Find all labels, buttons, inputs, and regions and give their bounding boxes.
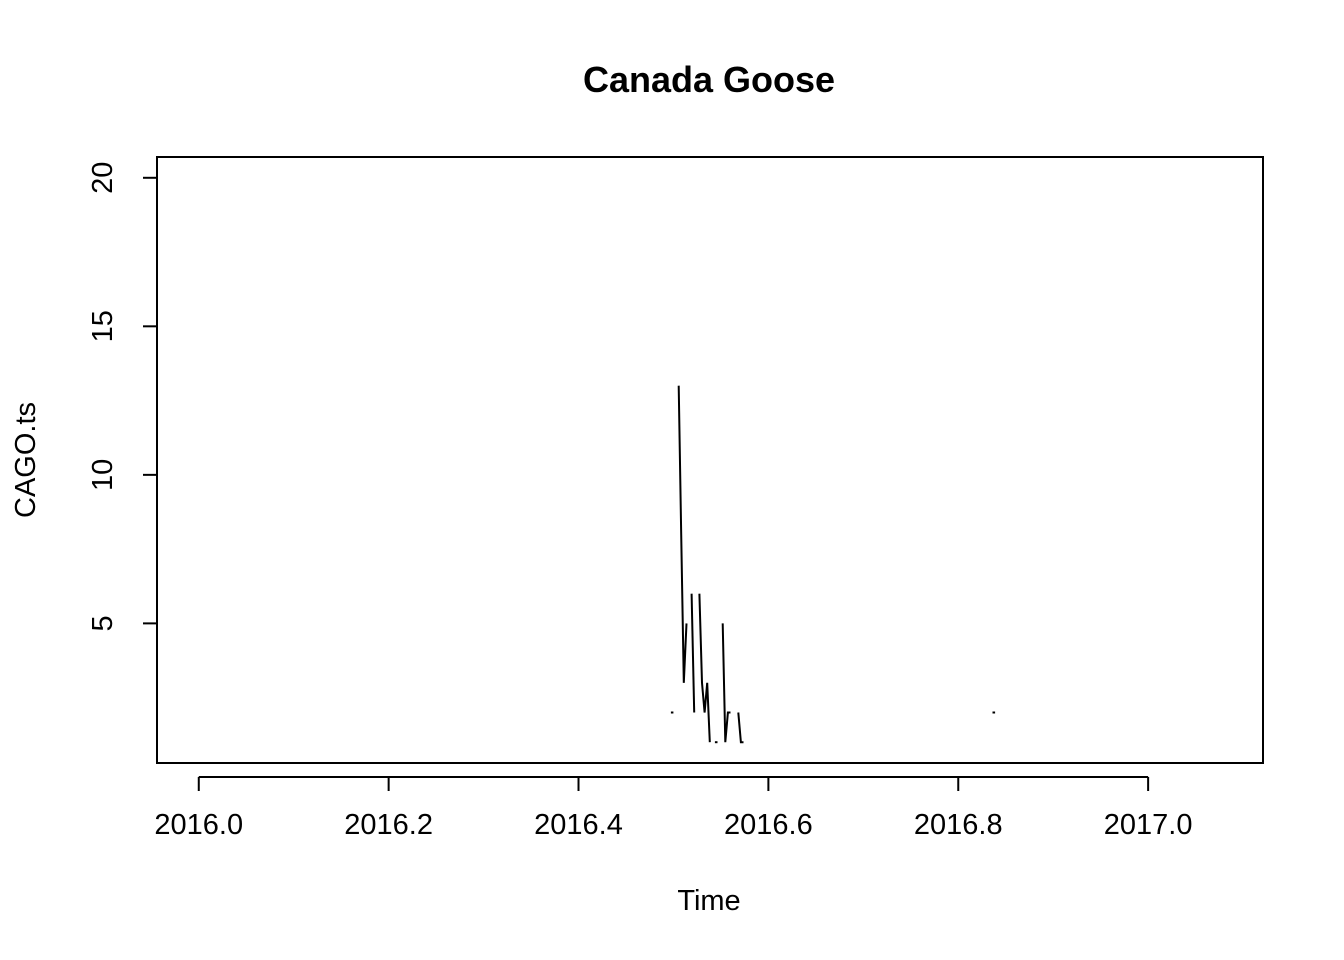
series-segment-4 bbox=[698, 593, 711, 743]
x-tick-label: 2016.4 bbox=[534, 809, 623, 841]
y-tick-label: 5 bbox=[87, 615, 119, 631]
series-segment-3 bbox=[690, 593, 696, 713]
series-segment-2 bbox=[677, 385, 688, 683]
x-axis: 2016.0 2016.2 2016.4 2016.6 2016.8 2017.0 bbox=[154, 776, 1193, 841]
series-segment-7 bbox=[737, 712, 744, 744]
x-tick-label: 2016.6 bbox=[724, 809, 813, 841]
chart-title: Canada Goose bbox=[583, 59, 835, 100]
y-tick-label: 10 bbox=[87, 459, 119, 491]
x-tick-label: 2017.0 bbox=[1104, 809, 1193, 841]
x-tick-label: 2016.8 bbox=[914, 809, 1003, 841]
y-axis-label: CAGO.ts bbox=[10, 402, 42, 518]
series-layer bbox=[670, 385, 996, 744]
x-tick-label: 2016.2 bbox=[344, 809, 433, 841]
series-segment-6 bbox=[721, 623, 731, 743]
y-tick-label: 15 bbox=[87, 310, 119, 342]
y-tick-label: 20 bbox=[87, 162, 119, 194]
y-axis: 5 10 15 20 bbox=[87, 162, 158, 631]
plot-frame bbox=[156, 156, 1264, 764]
x-tick-label: 2016.0 bbox=[154, 809, 243, 841]
x-axis-label: Time bbox=[677, 885, 740, 917]
